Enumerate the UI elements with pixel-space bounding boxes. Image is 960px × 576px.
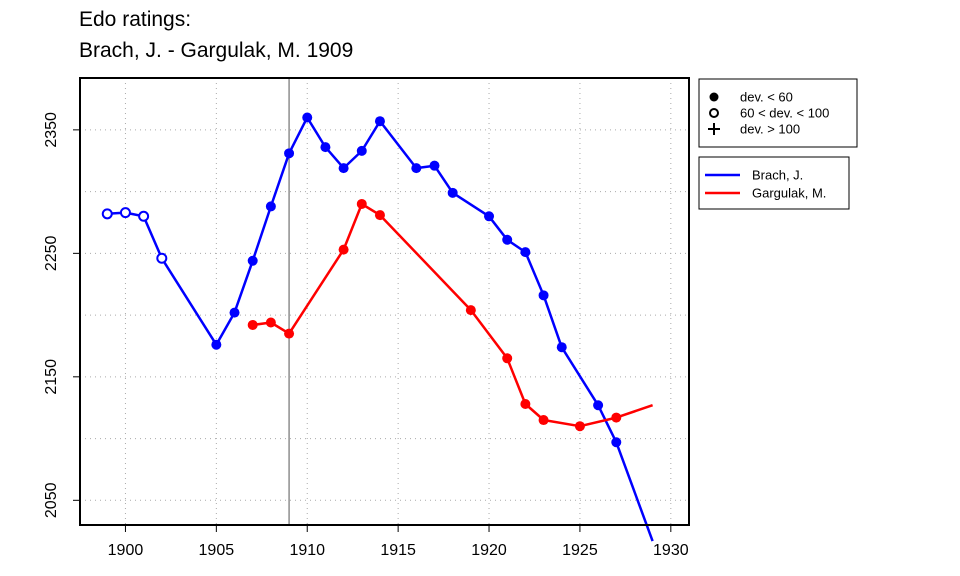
data-point: [447, 187, 458, 198]
legend-plus-icon: [708, 123, 720, 135]
x-tick-label: 1925: [562, 542, 598, 559]
x-axis: 1900 1905 1910 1915 1920 1925 1930: [108, 524, 689, 559]
data-point: [265, 201, 276, 212]
data-point: [556, 342, 567, 353]
data-point: [520, 247, 531, 258]
data-point: [484, 211, 495, 222]
y-tick-label: 2250: [43, 235, 60, 271]
x-tick-label: 1920: [471, 542, 507, 559]
data-point: [538, 415, 549, 426]
series-line-1: [252, 202, 654, 428]
x-tick-label: 1900: [108, 542, 144, 559]
data-point: [247, 319, 258, 330]
data-point: [119, 207, 131, 219]
legend-marker-label: dev. < 60: [740, 90, 793, 105]
data-point: [338, 163, 349, 174]
data-point: [411, 163, 422, 174]
data-point: [520, 398, 531, 409]
data-point: [502, 234, 513, 245]
series-lines: [107, 116, 654, 542]
legend-series-label: Gargulak, M.: [752, 186, 826, 201]
plot-frame: [79, 77, 690, 526]
x-tick-label: 1910: [289, 542, 325, 559]
data-point: [429, 160, 440, 171]
series-points: [101, 112, 622, 448]
y-tick-label: 2050: [43, 482, 60, 518]
x-tick-label: 1905: [199, 542, 235, 559]
data-point: [593, 400, 604, 411]
marker-legend-box: [698, 78, 858, 148]
legend-marker-label: 60 < dev. < 100: [740, 106, 829, 121]
data-point: [356, 198, 367, 209]
data-point: [465, 305, 476, 316]
data-point: [138, 210, 150, 222]
data-point: [374, 116, 385, 127]
data-point: [320, 142, 331, 153]
data-point: [611, 412, 622, 423]
data-point: [265, 317, 276, 328]
legend-open-circle-icon: [709, 108, 719, 118]
y-axis: 2050 2150 2250 2350: [43, 112, 80, 518]
data-point: [229, 307, 240, 318]
series-legend-box: [698, 156, 850, 210]
data-point: [247, 255, 258, 266]
legend-marker-label: dev. > 100: [740, 122, 800, 137]
data-point: [156, 252, 168, 264]
series-line-0: [107, 116, 654, 542]
grid: [80, 78, 689, 525]
chart-title-line-1: Edo ratings:: [79, 8, 192, 31]
legend-series: Brach, J. Gargulak, M.: [698, 156, 850, 210]
y-tick-label: 2150: [43, 359, 60, 395]
data-point: [284, 148, 295, 159]
data-point: [338, 244, 349, 255]
data-point: [538, 290, 549, 301]
x-tick-label: 1915: [380, 542, 416, 559]
data-point: [356, 145, 367, 156]
x-tick-label: 1930: [653, 542, 689, 559]
data-point: [574, 421, 585, 432]
chart-title-line-2: Brach, J. - Gargulak, M. 1909: [79, 39, 354, 62]
data-point: [611, 437, 622, 448]
data-point: [374, 210, 385, 221]
legend-series-label: Brach, J.: [752, 168, 803, 183]
data-point: [211, 339, 222, 350]
y-tick-label: 2350: [43, 112, 60, 148]
data-point: [284, 328, 295, 339]
data-point: [502, 353, 513, 364]
data-point: [101, 208, 113, 220]
data-point: [302, 112, 313, 123]
legend-filled-circle-icon: [709, 92, 719, 102]
